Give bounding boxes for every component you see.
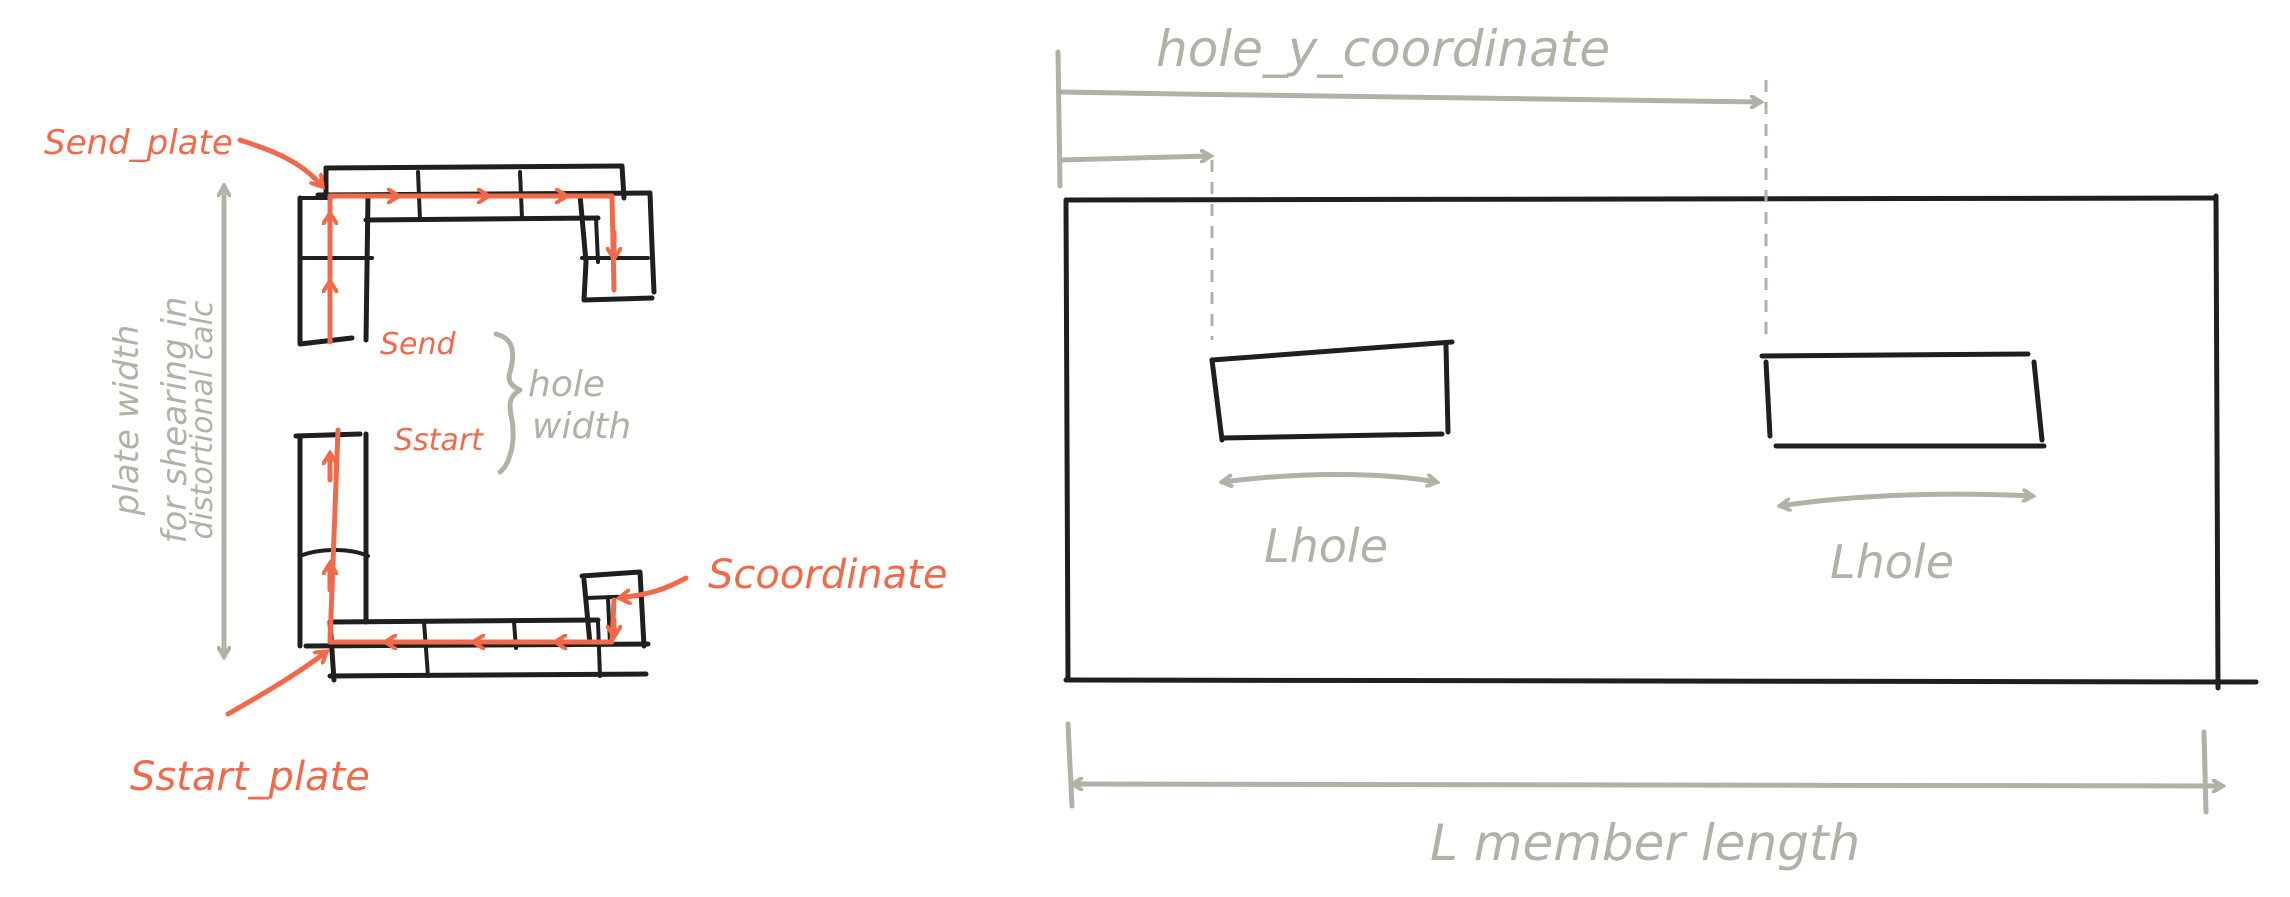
l-hole-left-dimension (1222, 472, 1436, 483)
hole-width-brace (493, 331, 523, 475)
label-hole-y-coordinate: hole_y_coordinate (1156, 20, 1610, 78)
hole-left (1209, 339, 1455, 443)
s-start-plate-leader (225, 652, 326, 717)
label-s-end-plate: Send_plate (44, 123, 233, 163)
label-s-coordinate: Scoordinate (708, 552, 947, 598)
member-length-tick-right (2201, 729, 2209, 815)
projection-line-origin (1055, 49, 1063, 189)
label-s-end: Send (380, 327, 457, 362)
s-coordinate-leader (620, 575, 689, 598)
l-hole-right-dimension (1780, 494, 2032, 506)
s-end-plate-leader (237, 137, 322, 186)
label-hole-width-2: width (532, 406, 631, 447)
bottom-flange (303, 569, 651, 683)
hole-y-coordinate-arrow (1057, 89, 1760, 102)
member-length-dimension (1072, 784, 2222, 786)
lower-web (293, 431, 370, 649)
label-plate-width-2: for shearing in (155, 297, 195, 544)
upper-web (297, 193, 374, 347)
label-hole-width-1: hole (528, 364, 605, 405)
label-l-hole-right: Lhole (1830, 535, 1954, 589)
label-plate-width-1: plate width (107, 325, 147, 517)
member-length-tick-left (1065, 721, 1075, 809)
centreline-path (330, 196, 614, 642)
member-elevation-figure: hole_y_coordinate Lhole Lhole L member l… (1055, 20, 2259, 872)
hole-y-coordinate-short-arrow (1057, 156, 1210, 160)
label-s-start-plate: Sstart_plate (130, 754, 370, 800)
label-l-hole-left: Lhole (1264, 519, 1388, 573)
label-member-length: L member length (1430, 814, 1860, 872)
member-outline (1063, 193, 2259, 691)
label-s-start: Sstart (394, 423, 484, 458)
c-section-figure: Send_plate Send Sstart hole width Scoord… (44, 123, 947, 800)
hole-right (1759, 351, 2047, 449)
label-plate-width-3: distortional calc (185, 300, 220, 539)
